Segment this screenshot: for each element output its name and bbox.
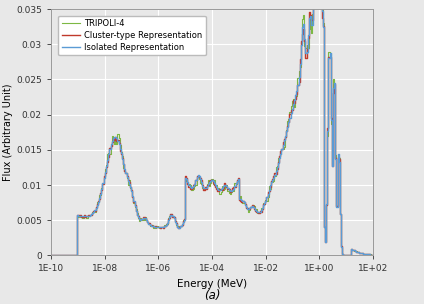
- Cluster-type Representation: [48, 254, 53, 257]
- Cluster-type Representation: [371, 253, 376, 257]
- Cluster-type Representation: [120, 152, 125, 156]
- Isolated Representation: [117, 147, 122, 150]
- Line: TRIPOLI-4: TRIPOLI-4: [51, 0, 373, 255]
- Isolated Representation: [164, 223, 169, 227]
- TRIPOLI-4: [266, 195, 271, 199]
- Isolated Representation: [371, 253, 376, 257]
- TRIPOLI-4: [83, 215, 88, 219]
- TRIPOLI-4: [273, 174, 278, 178]
- Legend: TRIPOLI-4, Cluster-type Representation, Isolated Representation: TRIPOLI-4, Cluster-type Representation, …: [58, 16, 206, 55]
- TRIPOLI-4: [48, 254, 53, 257]
- Isolated Representation: [273, 173, 278, 177]
- Cluster-type Representation: [348, 254, 353, 257]
- Line: Isolated Representation: Isolated Representation: [51, 0, 373, 255]
- Isolated Representation: [83, 214, 88, 218]
- TRIPOLI-4: [117, 143, 122, 147]
- Cluster-type Representation: [266, 190, 271, 194]
- TRIPOLI-4: [164, 222, 169, 226]
- Isolated Representation: [348, 254, 353, 257]
- Y-axis label: Flux (Arbitrary Unit): Flux (Arbitrary Unit): [3, 84, 13, 181]
- Text: (a): (a): [204, 289, 220, 302]
- TRIPOLI-4: [120, 150, 125, 154]
- Isolated Representation: [48, 254, 53, 257]
- Isolated Representation: [266, 192, 271, 195]
- TRIPOLI-4: [371, 253, 376, 257]
- Cluster-type Representation: [83, 213, 88, 217]
- Isolated Representation: [120, 152, 125, 155]
- Cluster-type Representation: [273, 171, 278, 175]
- TRIPOLI-4: [348, 254, 353, 257]
- Cluster-type Representation: [117, 149, 122, 153]
- X-axis label: Energy (MeV): Energy (MeV): [177, 279, 247, 289]
- Line: Cluster-type Representation: Cluster-type Representation: [51, 0, 373, 255]
- Cluster-type Representation: [164, 223, 169, 227]
